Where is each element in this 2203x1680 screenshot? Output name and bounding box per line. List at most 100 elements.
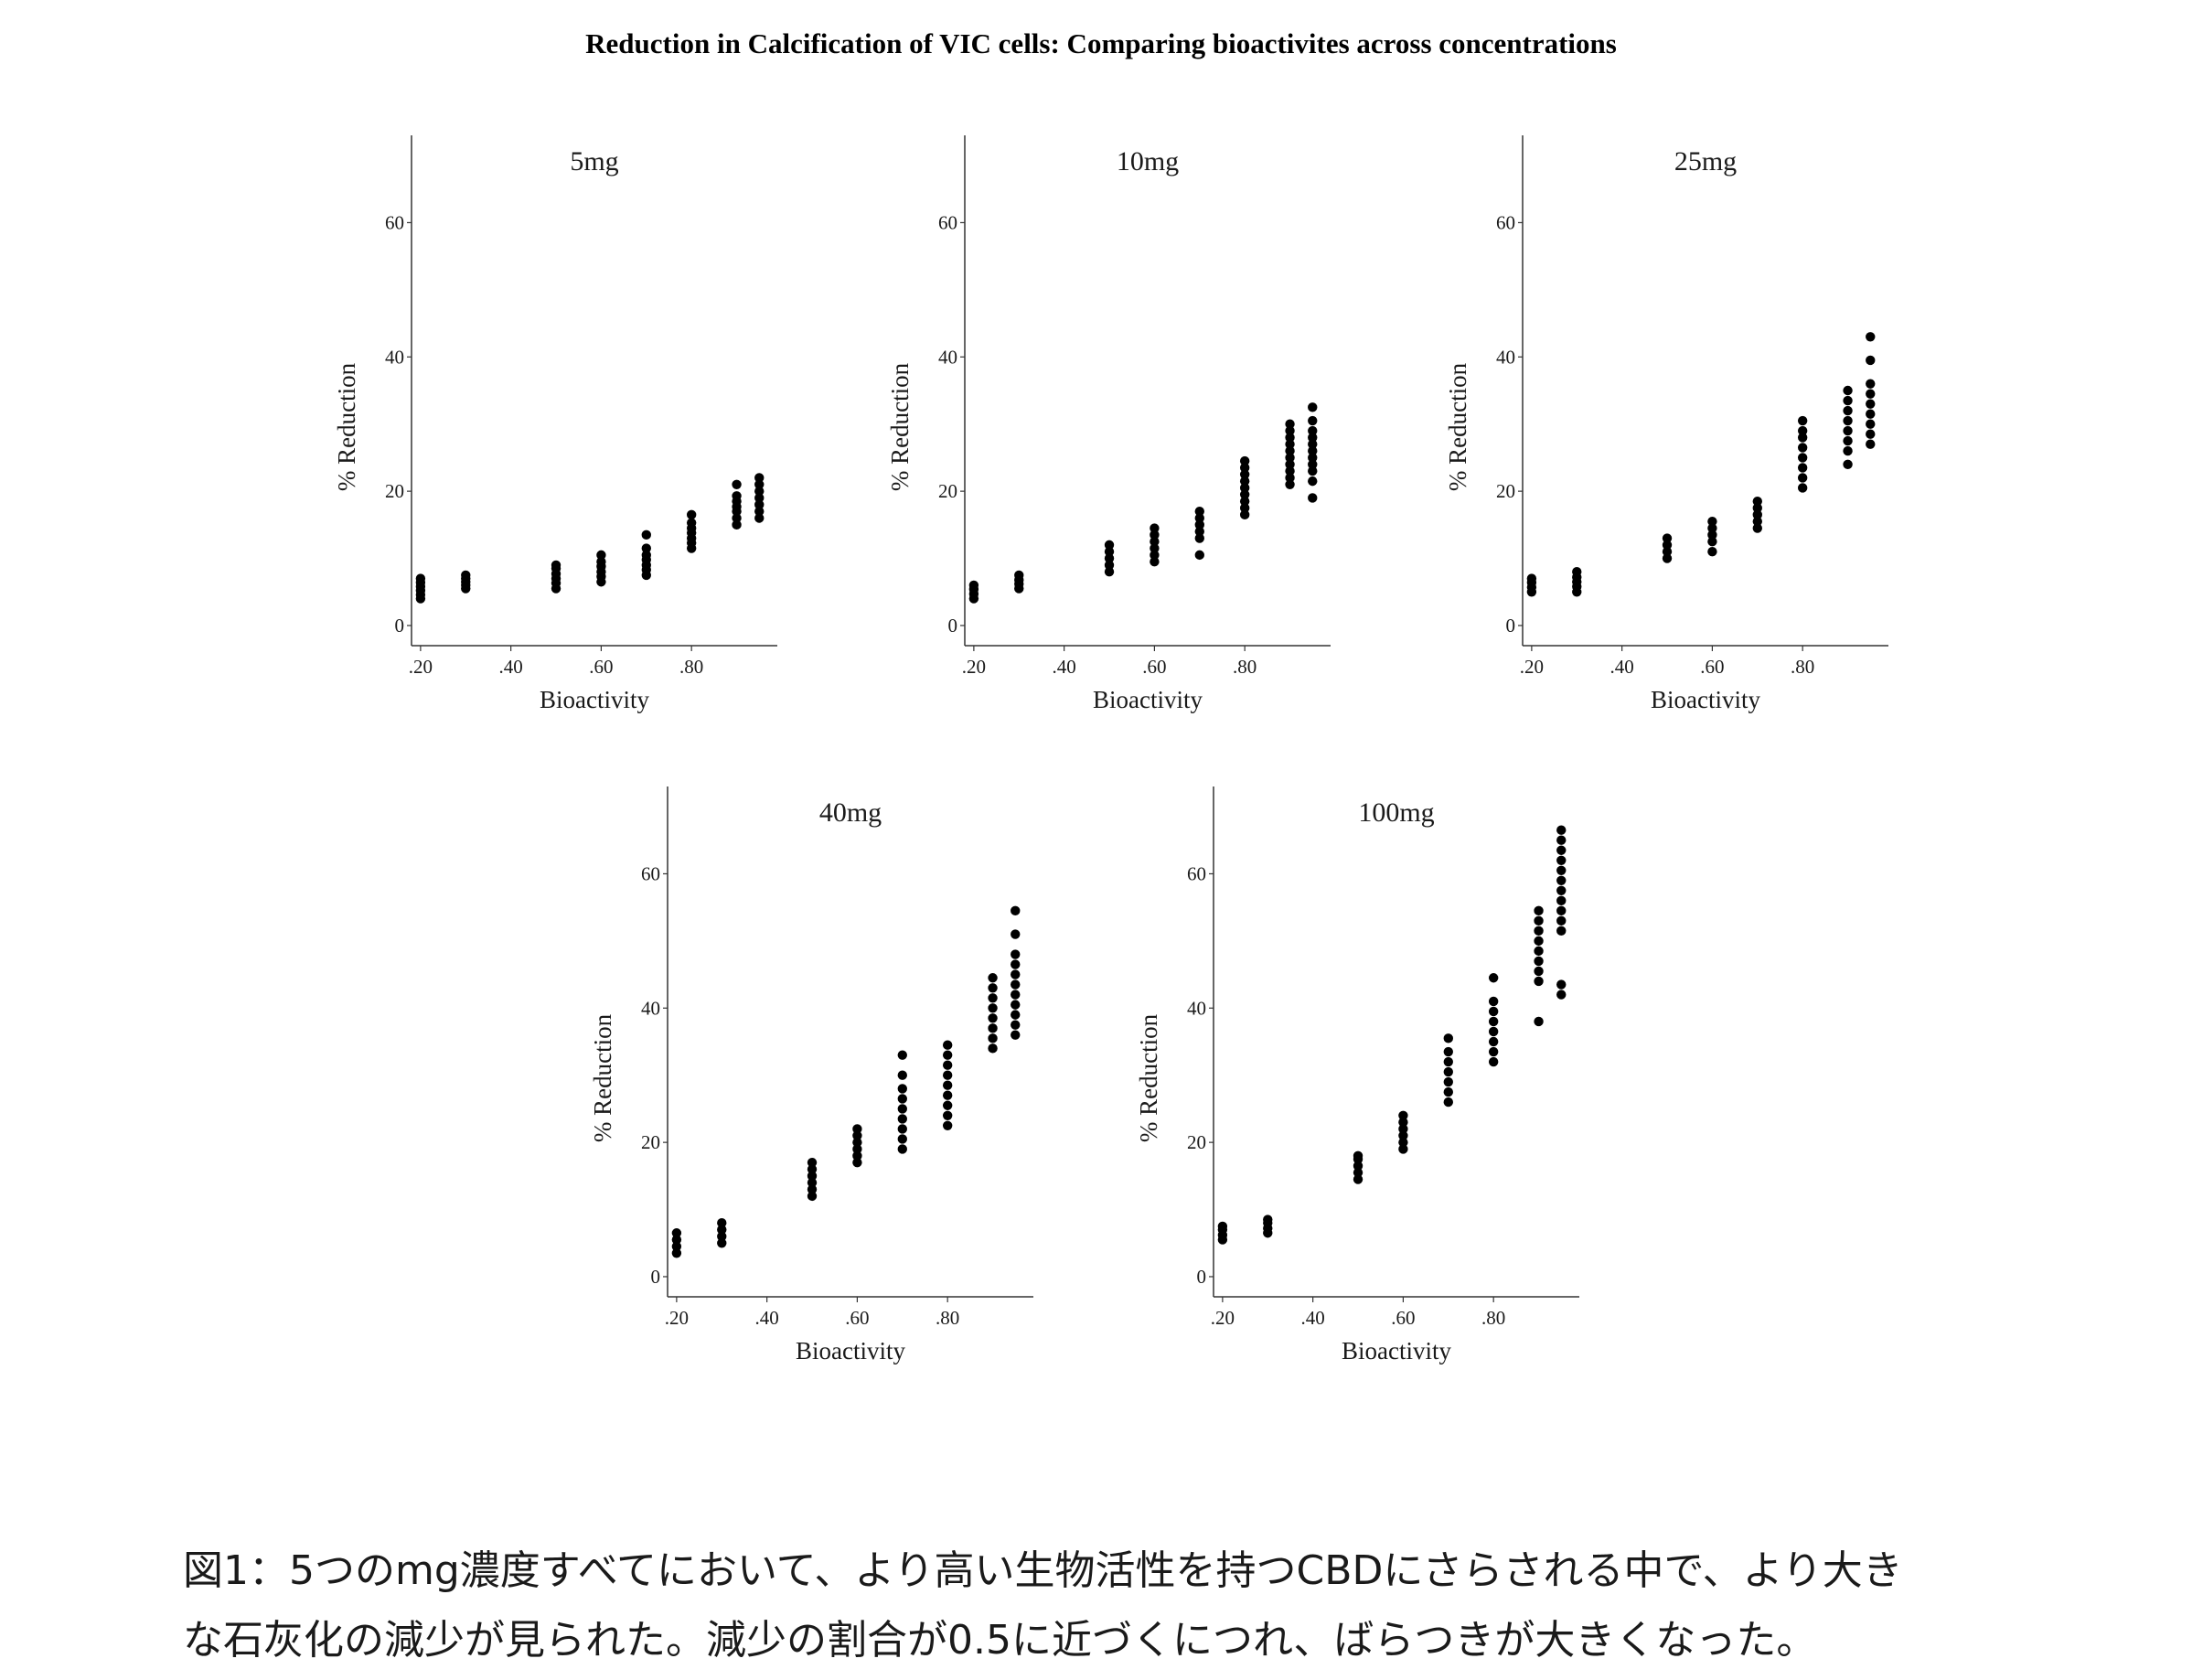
25mg-data-point xyxy=(1797,433,1808,443)
40mg-data-point xyxy=(942,1070,953,1080)
25mg-data-point xyxy=(1662,540,1673,551)
25mg-data-point xyxy=(1752,516,1762,527)
5mg-data-point xyxy=(754,513,765,523)
100mg-data-point xyxy=(1488,1026,1499,1037)
40mg-data-point xyxy=(897,1134,907,1144)
40mg-data-point xyxy=(897,1050,907,1060)
10mg-data-point xyxy=(1150,550,1160,561)
10mg-data-point xyxy=(1285,419,1295,429)
10mg-data-point xyxy=(1308,439,1318,449)
25mg-data-point xyxy=(1866,355,1876,366)
10mg-data-point xyxy=(1308,415,1318,426)
100mg-data-point xyxy=(1534,956,1544,967)
100mg-data-point xyxy=(1353,1167,1364,1178)
100mg-data-point xyxy=(1443,1056,1453,1067)
100mg-data-point xyxy=(1398,1137,1408,1148)
10mg-data-point xyxy=(1150,543,1160,553)
10mg-data-point xyxy=(1285,479,1295,489)
10mg-data-point xyxy=(1150,530,1160,540)
10mg-data-point xyxy=(1239,463,1250,473)
25mg-data-point xyxy=(1797,425,1808,436)
100mg-data-point xyxy=(1398,1117,1408,1128)
25mg-y-axis-label: % Reduction xyxy=(1444,362,1471,491)
40mg-data-point xyxy=(717,1231,727,1242)
40mg-data-point xyxy=(942,1100,953,1110)
25mg-data-point xyxy=(1843,405,1853,416)
panel-25mg: 25mg 0 20 40 60 .20 .40 .60 .80 Bioactivity % Redu… xyxy=(1444,135,1888,713)
5mg-y-tick-label: 60 xyxy=(385,211,404,233)
40mg-data-point xyxy=(988,1033,998,1043)
25mg-data-point xyxy=(1707,523,1717,533)
25mg-data-point xyxy=(1866,332,1876,342)
5mg-data-point xyxy=(641,530,651,540)
25mg-x-tick-label: .60 xyxy=(1700,656,1724,678)
10mg-data-point xyxy=(1308,453,1318,463)
100mg-data-point xyxy=(1534,936,1544,947)
100mg-x-tick-label: .80 xyxy=(1481,1307,1505,1329)
5mg-data-point xyxy=(754,473,765,483)
25mg-data-point xyxy=(1662,553,1673,563)
10mg-data-point xyxy=(1150,536,1160,547)
10mg-data-point xyxy=(1194,513,1204,523)
100mg-x-axis-label: Bioactivity xyxy=(1342,1337,1451,1364)
10mg-data-point xyxy=(1239,476,1250,487)
100mg-data-point xyxy=(1556,905,1567,916)
5mg-data-point xyxy=(732,491,742,501)
40mg-data-point xyxy=(942,1060,953,1070)
40mg-data-point xyxy=(942,1120,953,1130)
40mg-data-point xyxy=(988,1023,998,1033)
25mg-data-point xyxy=(1752,496,1762,507)
10mg-data-point xyxy=(1308,402,1318,412)
10mg-data-point xyxy=(1104,553,1115,563)
40mg-data-point xyxy=(807,1184,818,1194)
10mg-data-point xyxy=(1194,506,1204,517)
40mg-x-tick-label: .20 xyxy=(665,1307,689,1329)
25mg-data-point xyxy=(1752,509,1762,520)
100mg-data-point xyxy=(1353,1161,1364,1172)
100mg-x-tick-label: .20 xyxy=(1211,1307,1235,1329)
10mg-y-tick-label: 40 xyxy=(938,346,957,368)
25mg-data-point xyxy=(1866,399,1876,409)
100mg-data-point xyxy=(1398,1144,1408,1154)
100mg-data-point xyxy=(1556,915,1567,926)
25mg-data-point xyxy=(1526,573,1537,583)
40mg-data-point xyxy=(1011,969,1021,979)
10mg-data-point xyxy=(1308,493,1318,503)
25mg-data-point xyxy=(1843,425,1853,436)
5mg-data-point xyxy=(754,486,765,497)
10mg-data-point xyxy=(1104,567,1115,577)
40mg-x-tick-label: .60 xyxy=(845,1307,869,1329)
40mg-data-point xyxy=(897,1114,907,1124)
40mg-data-point xyxy=(671,1248,682,1258)
40mg-y-tick-label: 20 xyxy=(641,1131,660,1153)
25mg-data-point xyxy=(1866,379,1876,389)
25mg-data-point xyxy=(1866,439,1876,449)
25mg-data-point xyxy=(1797,453,1808,463)
25mg-data-point xyxy=(1752,503,1762,513)
40mg-x-axis-label: Bioactivity xyxy=(796,1337,905,1364)
40mg-data-point xyxy=(852,1130,862,1140)
10mg-data-point xyxy=(1014,570,1024,581)
10mg-data-point xyxy=(1285,453,1295,463)
40mg-data-point xyxy=(942,1090,953,1100)
5mg-data-point xyxy=(596,550,606,561)
25mg-data-point xyxy=(1866,429,1876,439)
100mg-panel-title: 100mg xyxy=(1358,797,1434,828)
25mg-data-point xyxy=(1866,409,1876,419)
5mg-y-tick-label: 40 xyxy=(385,346,404,368)
40mg-x-tick-label: .40 xyxy=(755,1307,779,1329)
100mg-data-point xyxy=(1443,1046,1453,1057)
5mg-y-axis-label: % Reduction xyxy=(333,362,360,491)
100mg-data-point xyxy=(1556,855,1567,865)
10mg-data-point xyxy=(1308,459,1318,469)
25mg-data-point xyxy=(1662,547,1673,557)
40mg-data-point xyxy=(1011,1010,1021,1020)
25mg-data-point xyxy=(1707,516,1717,527)
40mg-data-point xyxy=(897,1070,907,1080)
100mg-data-point xyxy=(1556,895,1567,906)
figure-title: Reduction in Calcification of VIC cells:… xyxy=(585,27,1617,59)
100mg-data-point xyxy=(1398,1110,1408,1120)
10mg-data-point xyxy=(1194,526,1204,537)
5mg-data-point xyxy=(551,560,561,571)
100mg-data-point xyxy=(1556,835,1567,845)
